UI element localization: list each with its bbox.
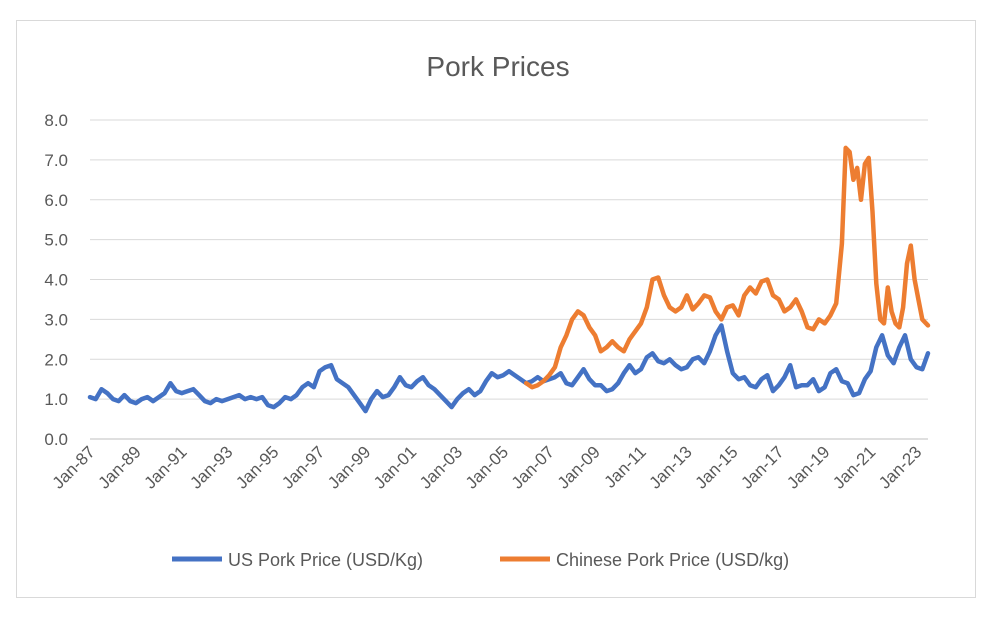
x-tick-label: Jan-89 [95,442,145,492]
x-tick-label: Jan-87 [49,442,99,492]
y-tick-label: 3.0 [44,310,68,329]
x-tick-label: Jan-23 [875,442,925,492]
x-tick-label: Jan-07 [508,442,558,492]
legend: US Pork Price (USD/Kg) Chinese Pork Price… [172,550,789,570]
series-lines [87,145,931,414]
y-tick-label: 1.0 [44,390,68,409]
x-tick-label: Jan-01 [370,442,420,492]
y-tick-label: 4.0 [44,271,68,290]
x-axis-ticks: Jan-87Jan-89Jan-91Jan-93Jan-95Jan-97Jan-… [49,442,926,492]
y-tick-label: 7.0 [44,151,68,170]
x-tick-label: Jan-15 [691,442,741,492]
chart-title: Pork Prices [426,51,569,82]
chinese-pork-price-line [523,145,931,390]
x-tick-label: Jan-91 [140,442,190,492]
x-tick-label: Jan-05 [462,442,512,492]
x-tick-label: Jan-93 [186,442,236,492]
x-tick-label: Jan-21 [829,442,879,492]
us-pork-price-line [87,323,931,414]
gridlines [90,119,928,440]
y-axis-ticks: 0.0 1.0 2.0 3.0 4.0 5.0 6.0 7.0 8.0 [44,111,68,449]
y-tick-label: 0.0 [44,430,68,449]
x-tick-label: Jan-19 [783,442,833,492]
x-tick-label: Jan-03 [416,442,466,492]
chart-frame [16,20,976,598]
x-tick-label: Jan-97 [278,442,328,492]
x-tick-label: Jan-09 [554,442,604,492]
x-tick-label: Jan-13 [646,442,696,492]
y-tick-label: 5.0 [44,231,68,250]
y-tick-label: 8.0 [44,111,68,130]
x-tick-label: Jan-95 [232,442,282,492]
x-tick-label: Jan-11 [601,442,650,491]
x-tick-label: Jan-99 [324,442,374,492]
y-tick-label: 6.0 [44,191,68,210]
y-tick-label: 2.0 [44,350,68,369]
x-tick-label: Jan-17 [737,442,787,492]
legend-label: US Pork Price (USD/Kg) [228,550,423,570]
legend-label: Chinese Pork Price (USD/kg) [556,550,789,570]
